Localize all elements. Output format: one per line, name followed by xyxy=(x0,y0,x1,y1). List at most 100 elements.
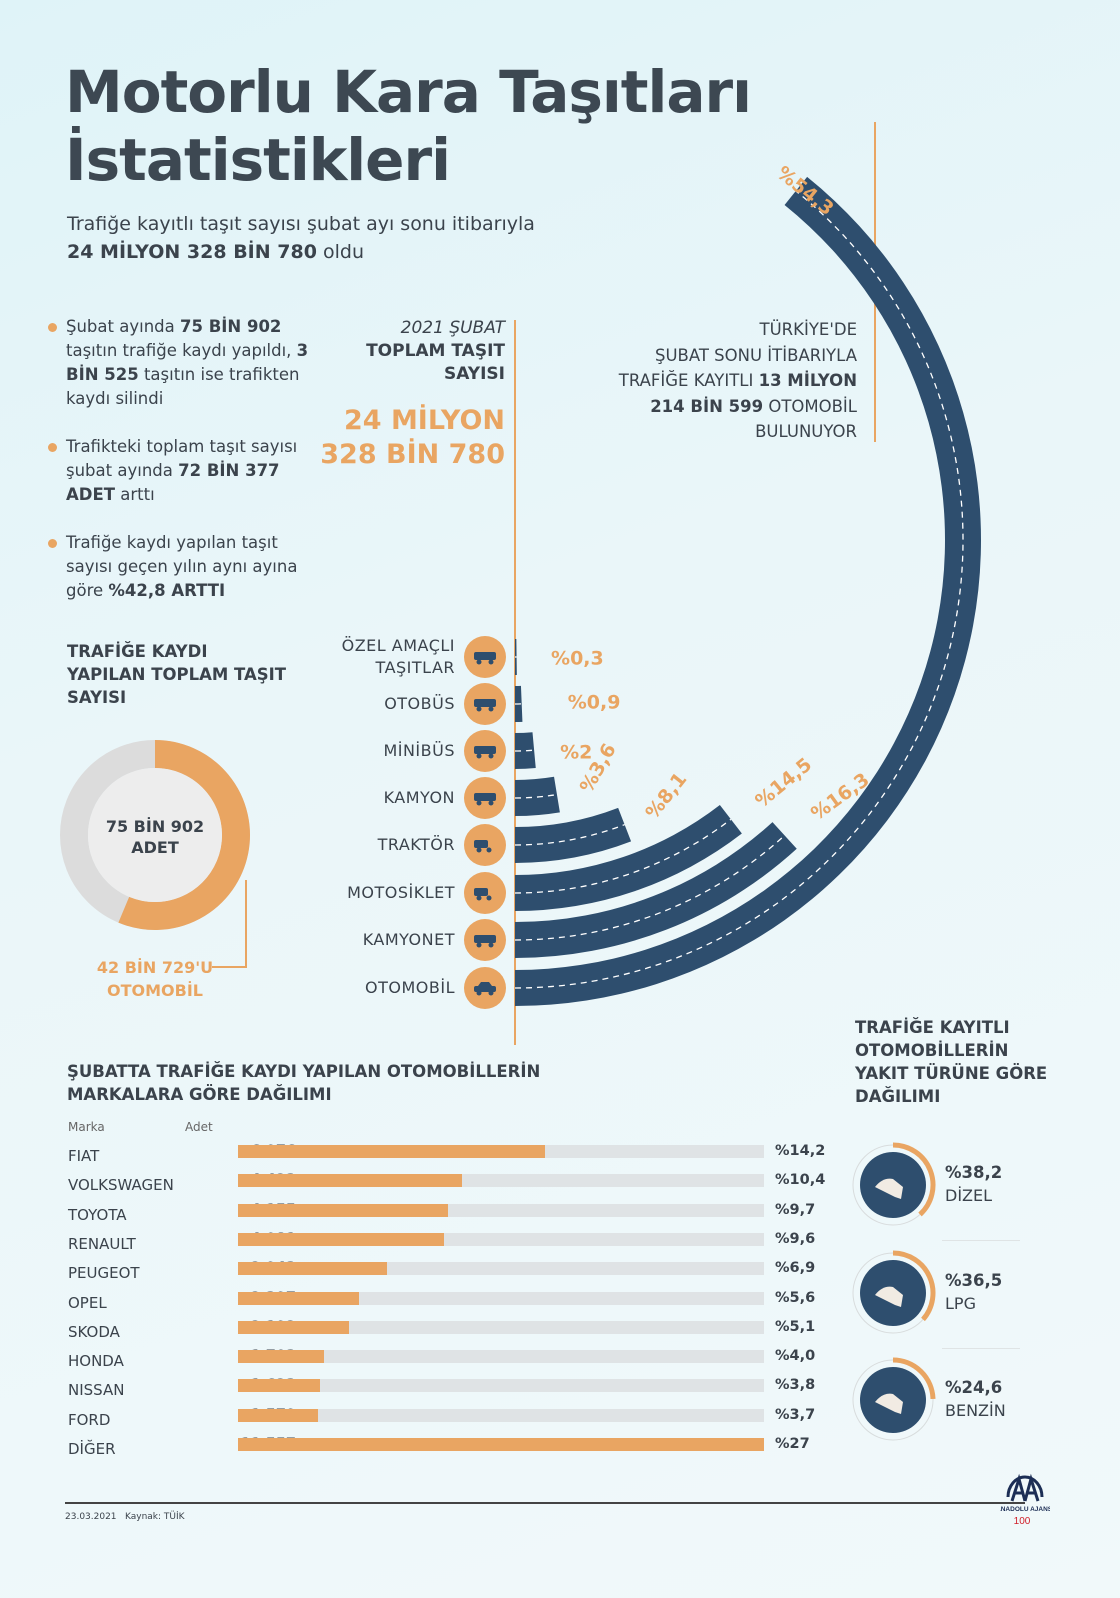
brand-bar xyxy=(238,1232,445,1246)
car-icon xyxy=(464,967,506,1009)
category-label: OTOMOBİL xyxy=(365,977,455,999)
brand-bar xyxy=(238,1203,449,1217)
brand-row: TOYOTA4 155%9,7 xyxy=(68,1202,828,1231)
bullet-text: arttı xyxy=(115,485,155,504)
donut-hole xyxy=(88,768,222,902)
bullet-text: 3 BİN 525 xyxy=(66,341,309,384)
bullet-text: taşıtın trafiğe kaydı yapıldı, xyxy=(66,341,297,360)
brand-bar xyxy=(238,1145,546,1158)
fuel-share-arc xyxy=(892,1357,936,1400)
brand-bar-track xyxy=(238,1350,764,1364)
brand-bar-track xyxy=(238,1174,764,1188)
lane-dash xyxy=(514,793,558,799)
category-label-line: MİNİBÜS xyxy=(383,741,455,760)
fuel-name: DİZEL xyxy=(945,1186,993,1205)
anadolu-ajansi-logo: ANADOLU AJANSI 100 xyxy=(1000,1473,1050,1527)
brand-bar xyxy=(238,1350,325,1364)
brand-row: OPEL2 397%5,6 xyxy=(68,1290,828,1319)
radial-bar xyxy=(515,176,981,1007)
category-label-line: ÖZEL AMAÇLI xyxy=(341,636,455,655)
brand-percent: %5,1 xyxy=(775,1318,816,1335)
brand-bar xyxy=(238,1320,349,1334)
page-title: Motorlu Kara Taşıtları İstatistikleri xyxy=(65,58,752,194)
brand-percent: %3,8 xyxy=(775,1377,816,1394)
brand-bar-track xyxy=(238,1291,764,1305)
fuel-type-rings xyxy=(852,1142,936,1441)
brand-name: FORD xyxy=(68,1410,111,1429)
subtitle: Trafiğe kayıtlı taşıt sayısı şubat ayı s… xyxy=(67,213,535,263)
fuel-chart-title: TRAFİĞE KAYITLI OTOMOBİLLERİN YAKIT TÜRÜ… xyxy=(855,1018,1048,1106)
lane-dash xyxy=(514,190,964,989)
brand-row: PEUGEOT2 943%6,9 xyxy=(68,1260,828,1289)
svg-text:100: 100 xyxy=(1014,1516,1031,1527)
bullet-text: Trafiğe kaydı yapılan taşıt sayısı geçen… xyxy=(66,533,298,600)
concrete-mixer-icon xyxy=(464,636,506,678)
total-vehicles-block: 2021 ŞUBAT TOPLAM TAŞIT SAYISI 24 MİLYON… xyxy=(320,318,505,470)
category-label-line: MOTOSİKLET xyxy=(347,883,455,902)
brand-bar-track xyxy=(238,1408,764,1422)
brand-name: RENAULT xyxy=(68,1234,136,1253)
fuel-label: %24,6 BENZİN xyxy=(945,1376,1006,1422)
radial-bar xyxy=(515,805,742,911)
brand-row: DİĞER11 557%27 xyxy=(68,1436,828,1465)
brand-bar xyxy=(238,1174,462,1188)
brand-chart-title: ŞUBATTA TRAFİĞE KAYDI YAPILAN OTOMOBİLLE… xyxy=(67,1062,541,1104)
brand-name: FIAT xyxy=(68,1147,100,1165)
bus-icon xyxy=(464,683,506,725)
radial-value-label: %2 xyxy=(560,742,592,764)
brand-bar-track xyxy=(238,1203,764,1217)
donut-heading: TRAFİĞE KAYDI YAPILAN TOPLAM TAŞIT SAYIS… xyxy=(67,642,287,707)
bullet-item: Trafiğe kaydı yapılan taşıt sayısı geçen… xyxy=(48,531,318,603)
total-value: 24 MİLYON 328 BİN 780 xyxy=(320,405,505,470)
footer-date: 23.03.2021 xyxy=(65,1512,117,1522)
brand-name: VOLKSWAGEN xyxy=(68,1176,174,1195)
category-label-line: OTOMOBİL xyxy=(365,978,455,997)
brand-bar xyxy=(238,1379,321,1393)
category-label-line: OTOBÜS xyxy=(384,694,455,713)
brand-bar xyxy=(238,1408,318,1422)
brand-name: OPEL xyxy=(68,1293,107,1312)
van-icon xyxy=(464,919,506,961)
brand-percent: %27 xyxy=(775,1436,810,1452)
brand-name: SKODA xyxy=(68,1322,120,1341)
brand-bar xyxy=(238,1291,360,1305)
radial-bar xyxy=(515,822,797,958)
bullet-text: 75 BİN 902 xyxy=(179,317,282,336)
brand-name: DİĞER xyxy=(68,1440,116,1458)
registered-vehicles-donut xyxy=(60,740,250,930)
fuel-share-arc xyxy=(892,1142,936,1217)
bullet-text: 72 BİN 377 ADET xyxy=(66,461,280,504)
brand-row: VOLKSWAGEN4 423%10,4 xyxy=(68,1172,828,1201)
bullet-item: Trafikteki toplam taşıt sayısı şubat ayı… xyxy=(48,435,318,507)
bullet-text: Trafikteki toplam taşıt sayısı şubat ayı… xyxy=(66,437,298,480)
brand-bar-track xyxy=(238,1145,764,1158)
brand-name: NISSAN xyxy=(68,1381,125,1400)
truck-icon xyxy=(464,777,506,819)
category-label: KAMYONET xyxy=(363,929,455,951)
tractor-icon xyxy=(464,824,506,866)
category-label-line: KAMYON xyxy=(383,788,455,807)
category-label-line: TAŞITLAR xyxy=(375,658,455,677)
donut-callout-line xyxy=(245,880,247,968)
divider-line xyxy=(514,320,516,1045)
col-header-count: Adet xyxy=(185,1120,213,1134)
fuel-label: %36,5 LPG xyxy=(945,1269,1002,1315)
minibus-icon xyxy=(464,730,506,772)
footer-source: Kaynak: TÜİK xyxy=(125,1512,185,1522)
lane-dash xyxy=(514,749,535,752)
brand-row: NISSAN1 623%3,8 xyxy=(68,1377,828,1406)
category-label: TRAKTÖR xyxy=(378,834,455,856)
radial-bar xyxy=(515,807,632,863)
category-label: OTOBÜS xyxy=(384,693,455,715)
nozzle-shape xyxy=(875,1286,903,1307)
brand-bar-track xyxy=(238,1232,764,1246)
category-label: ÖZEL AMAÇLI TAŞITLAR xyxy=(342,635,455,679)
lane-dash xyxy=(514,834,786,941)
col-header-brand: Marka xyxy=(68,1120,105,1134)
brand-bar-track xyxy=(238,1262,764,1276)
brand-percent: %10,4 xyxy=(775,1172,826,1189)
category-label: KAMYON xyxy=(384,787,455,809)
separator xyxy=(942,1240,1020,1241)
radial-value-label: %8,1 xyxy=(641,769,691,824)
brand-percent: %9,7 xyxy=(775,1201,816,1218)
